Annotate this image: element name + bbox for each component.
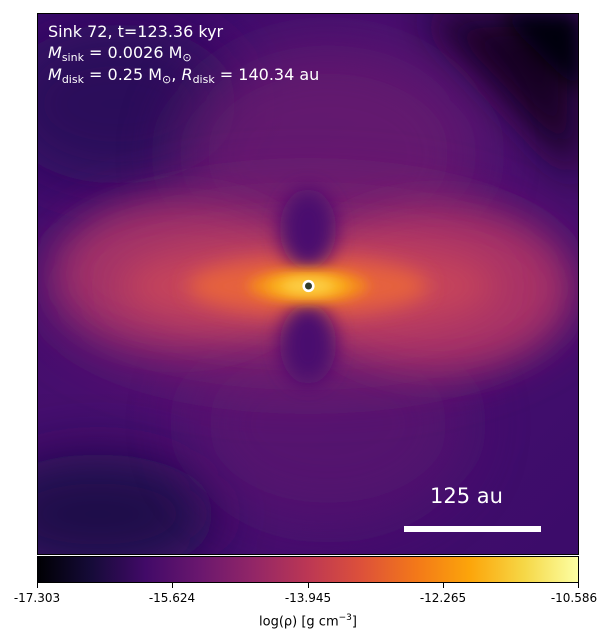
colorbar-tick bbox=[578, 583, 579, 588]
msink-unit-subscript: ⊙ bbox=[182, 51, 192, 64]
colorbar-tick bbox=[443, 583, 444, 588]
colorbar-tick-label: -13.945 bbox=[284, 591, 332, 605]
sink-title: Sink 72, t=123.36 kyr bbox=[48, 22, 224, 41]
colorbar-label: log(ρ) [g cm−3] bbox=[259, 613, 357, 629]
msink-subscript: sink bbox=[61, 51, 84, 64]
colorbar-label-suffix: ] bbox=[351, 614, 357, 630]
colorbar bbox=[37, 556, 579, 583]
mdisk-unit-subscript: ⊙ bbox=[162, 73, 172, 86]
rdisk-value: = 140.34 au bbox=[214, 65, 320, 84]
mdisk-symbol: M bbox=[48, 65, 62, 84]
rdisk-separator: , bbox=[171, 65, 182, 84]
colorbar-tick-label: -17.303 bbox=[13, 591, 61, 605]
colorbar-label-text: log(ρ) [g cm bbox=[259, 614, 339, 630]
rdisk-subscript: disk bbox=[192, 73, 215, 86]
colorbar-tick-label: -10.586 bbox=[550, 591, 598, 605]
mdisk-subscript: disk bbox=[61, 73, 84, 86]
sink-mass-line: Msink = 0.0026 M⊙ bbox=[48, 43, 192, 67]
mdisk-value: = 0.25 M bbox=[83, 65, 163, 84]
colorbar-tick-label: -12.265 bbox=[419, 591, 467, 605]
colorbar-tick bbox=[37, 583, 38, 588]
colorbar-tick bbox=[308, 583, 309, 588]
density-image bbox=[38, 14, 578, 554]
colorbar-tick-label: -15.624 bbox=[148, 591, 196, 605]
scale-bar-label: 125 au bbox=[430, 484, 503, 508]
msink-symbol: M bbox=[48, 43, 62, 62]
density-map: Sink 72, t=123.36 kyr Msink = 0.0026 M⊙ … bbox=[37, 13, 579, 555]
colorbar-gradient bbox=[38, 557, 578, 582]
rdisk-symbol: R bbox=[181, 65, 193, 84]
sink-marker bbox=[302, 279, 315, 293]
disk-properties-line: Mdisk = 0.25 M⊙, Rdisk = 140.34 au bbox=[48, 65, 319, 89]
colorbar-tick bbox=[172, 583, 173, 588]
msink-value: = 0.0026 M bbox=[83, 43, 183, 62]
colorbar-label-exponent: −3 bbox=[338, 613, 352, 623]
scale-bar bbox=[404, 526, 541, 532]
